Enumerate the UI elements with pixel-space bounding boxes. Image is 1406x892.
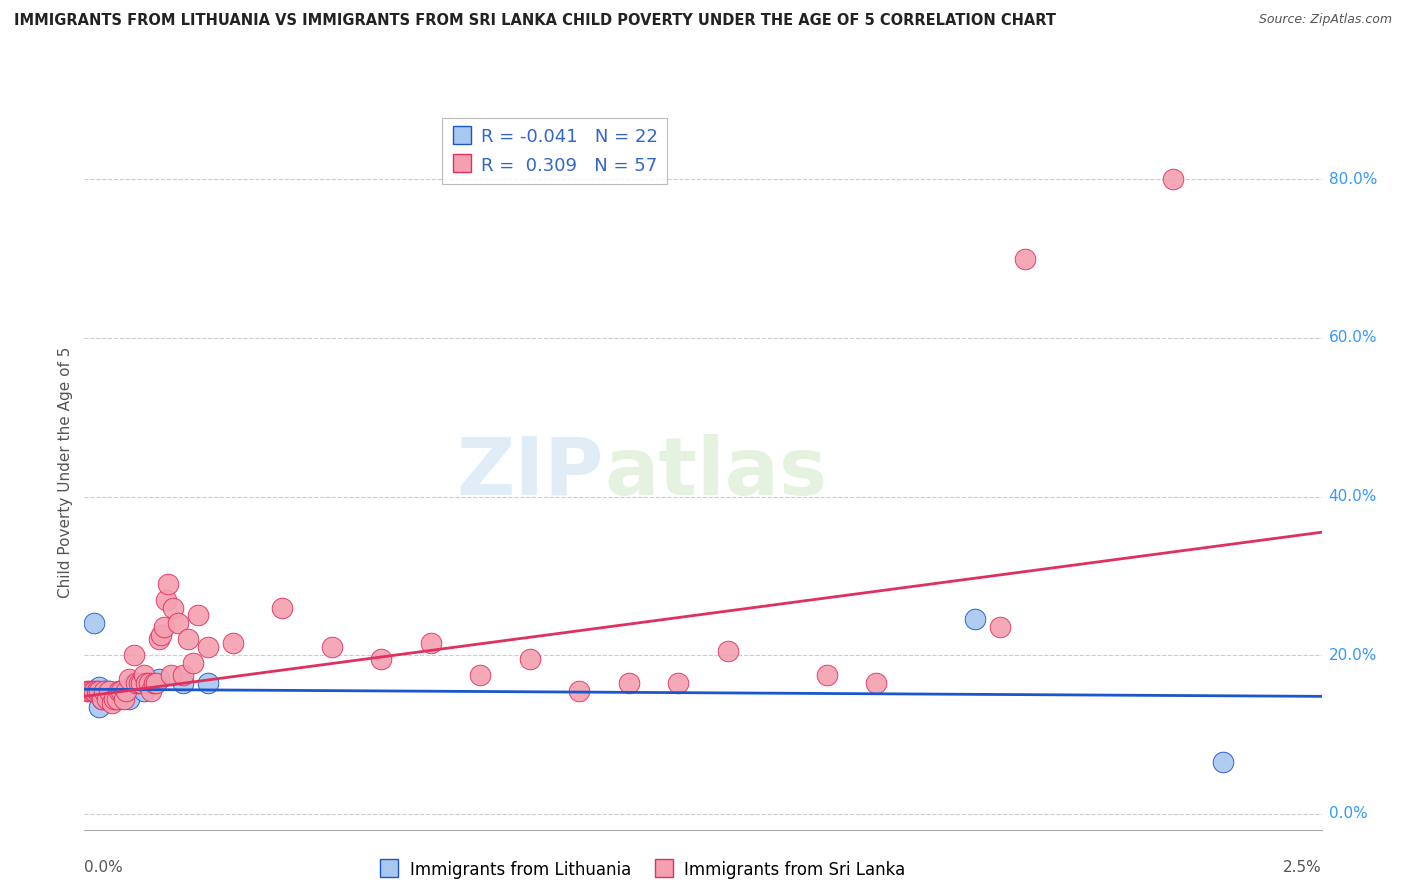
Point <box>90 691 112 706</box>
Point <box>108 683 131 698</box>
Point <box>568 683 591 698</box>
Text: 0.0%: 0.0% <box>84 860 124 875</box>
Point <box>988 620 1011 634</box>
Point <box>222 636 245 650</box>
Text: Source: ZipAtlas.com: Source: ZipAtlas.com <box>1258 13 1392 27</box>
Point <box>89 699 111 714</box>
Point <box>150 628 173 642</box>
Point <box>129 676 152 690</box>
Y-axis label: Child Poverty Under the Age of 5: Child Poverty Under the Age of 5 <box>58 347 73 599</box>
Point <box>142 676 165 690</box>
Text: 20.0%: 20.0% <box>1329 648 1376 663</box>
Point <box>89 683 111 698</box>
Text: 60.0%: 60.0% <box>1329 330 1376 345</box>
Point <box>138 676 160 690</box>
Point <box>1014 252 1036 266</box>
Point <box>145 676 167 690</box>
Point <box>167 616 190 631</box>
Point <box>103 691 125 706</box>
Point <box>96 691 118 706</box>
Text: 40.0%: 40.0% <box>1329 489 1376 504</box>
Text: atlas: atlas <box>605 434 827 512</box>
Point <box>122 676 145 690</box>
Point <box>100 696 122 710</box>
Point <box>93 683 115 698</box>
Text: 80.0%: 80.0% <box>1329 172 1376 187</box>
Point <box>90 691 112 706</box>
Point <box>83 616 105 631</box>
Point <box>617 676 640 690</box>
Point <box>197 640 219 655</box>
Point <box>172 668 194 682</box>
Point <box>108 683 131 698</box>
Point <box>160 668 183 682</box>
Point <box>370 652 392 666</box>
Point <box>112 691 135 706</box>
Point <box>80 683 103 698</box>
Point <box>79 683 101 698</box>
Point <box>98 683 121 698</box>
Point <box>1212 755 1234 769</box>
Point <box>1161 172 1184 186</box>
Point <box>135 676 157 690</box>
Point <box>141 683 163 698</box>
Point <box>187 608 209 623</box>
Point <box>93 683 115 698</box>
Point <box>96 691 118 706</box>
Point <box>666 676 689 690</box>
Point <box>321 640 343 655</box>
Point <box>519 652 541 666</box>
Point <box>112 683 135 698</box>
Point <box>103 688 125 702</box>
Point <box>155 592 177 607</box>
Point <box>105 691 128 706</box>
Point <box>148 672 170 686</box>
Point <box>470 668 492 682</box>
Point <box>105 691 128 706</box>
Point <box>89 680 111 694</box>
Point <box>181 656 204 670</box>
Point <box>177 632 200 647</box>
Point <box>115 683 138 698</box>
Point <box>815 668 838 682</box>
Point <box>162 600 184 615</box>
Point <box>122 648 145 662</box>
Point <box>132 668 155 682</box>
Point <box>118 691 141 706</box>
Point <box>100 691 122 706</box>
Point <box>110 683 132 698</box>
Point <box>148 632 170 647</box>
Point <box>965 612 987 626</box>
Point <box>717 644 740 658</box>
Text: ZIP: ZIP <box>457 434 605 512</box>
Point <box>83 683 105 698</box>
Text: 2.5%: 2.5% <box>1282 860 1322 875</box>
Point <box>419 636 441 650</box>
Point <box>76 683 98 698</box>
Point <box>125 676 148 690</box>
Point <box>271 600 294 615</box>
Point <box>132 683 155 698</box>
Text: IMMIGRANTS FROM LITHUANIA VS IMMIGRANTS FROM SRI LANKA CHILD POVERTY UNDER THE A: IMMIGRANTS FROM LITHUANIA VS IMMIGRANTS … <box>14 13 1056 29</box>
Point <box>98 683 121 698</box>
Text: 0.0%: 0.0% <box>1329 806 1367 822</box>
Point <box>86 683 108 698</box>
Point <box>865 676 887 690</box>
Point <box>152 620 174 634</box>
Legend: Immigrants from Lithuania, Immigrants from Sri Lanka: Immigrants from Lithuania, Immigrants fr… <box>370 854 912 886</box>
Point <box>86 683 108 698</box>
Point <box>118 672 141 686</box>
Point <box>197 676 219 690</box>
Point <box>172 676 194 690</box>
Point <box>80 683 103 698</box>
Point <box>157 576 180 591</box>
Point <box>128 676 150 690</box>
